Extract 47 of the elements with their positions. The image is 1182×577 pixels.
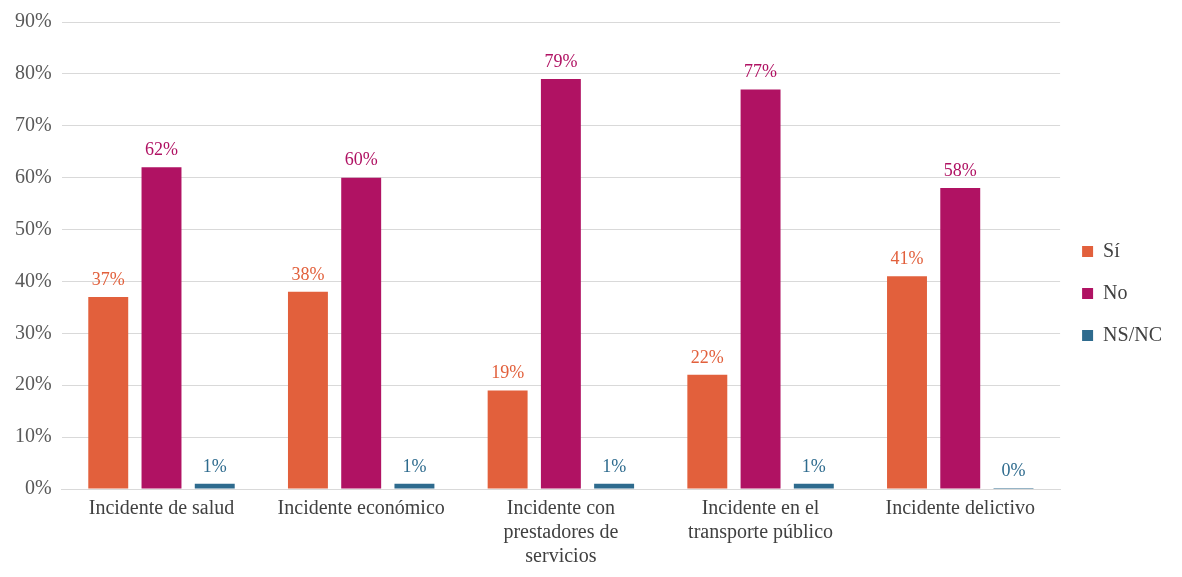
data-label: 79% (544, 50, 578, 71)
bar (540, 79, 581, 489)
bar (687, 374, 728, 489)
bar (487, 390, 528, 489)
x-tick-label: Incidente económico (277, 496, 445, 519)
bar (594, 483, 635, 489)
y-tick-label: 90% (14, 9, 52, 32)
bar (287, 291, 328, 489)
y-tick-label: 80% (14, 61, 52, 84)
y-tick-label: 10% (14, 424, 52, 447)
bar (940, 188, 981, 489)
data-label: 1% (402, 455, 427, 476)
y-tick-label: 20% (14, 372, 52, 395)
legend-label: No (1103, 280, 1128, 303)
data-label: 77% (744, 61, 778, 82)
bar (740, 89, 781, 489)
data-label: 22% (690, 346, 724, 367)
y-tick-label: 60% (14, 164, 52, 187)
legend-label: Sí (1103, 238, 1121, 261)
bar (341, 177, 382, 489)
data-label: 60% (344, 149, 378, 170)
bar (141, 167, 182, 489)
data-label: 1% (602, 455, 627, 476)
bar (887, 276, 927, 489)
y-tick-label: 0% (24, 476, 52, 499)
data-label: 62% (145, 139, 178, 160)
y-tick-label: 40% (14, 268, 52, 291)
x-tick-label: Incidente en el transporte público (688, 496, 834, 544)
data-label: 38% (291, 263, 325, 284)
x-tick-label: Incidente de salud (88, 496, 235, 519)
y-tick-label: 50% (14, 216, 52, 239)
y-tick-label: 70% (14, 113, 52, 136)
data-label: 0% (1001, 459, 1026, 480)
y-tick-label: 30% (14, 320, 52, 343)
x-tick-label: Incidente delictivo (885, 496, 1035, 519)
data-label: 58% (943, 159, 977, 180)
bar (793, 483, 834, 489)
bar (394, 483, 435, 489)
legend-label: NS/NC (1103, 322, 1162, 345)
x-tick-label: Incidente con prestadores de servicios (503, 496, 619, 567)
bar (194, 483, 235, 489)
bar (88, 297, 129, 489)
data-label: 41% (890, 247, 924, 268)
data-label: 19% (491, 362, 525, 383)
data-label: 1% (801, 455, 826, 476)
data-label: 1% (202, 455, 227, 476)
data-label: 37% (91, 268, 125, 289)
